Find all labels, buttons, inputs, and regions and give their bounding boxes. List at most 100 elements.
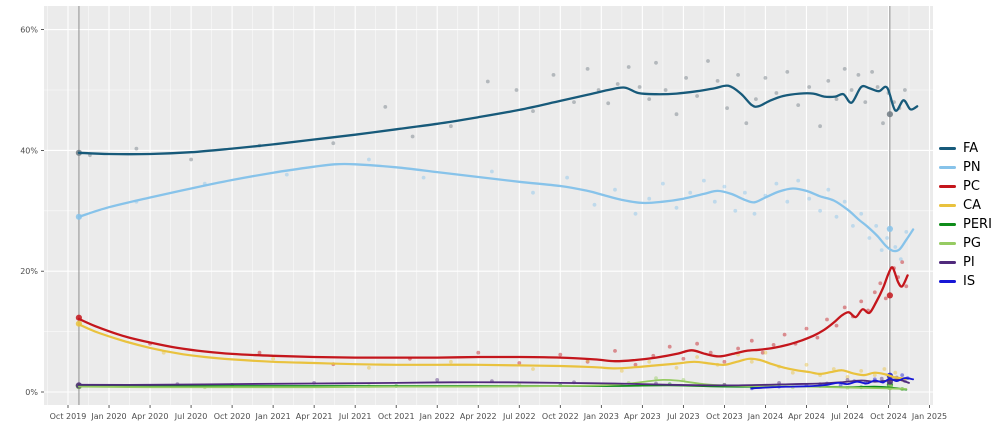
poll-point-PN — [842, 199, 847, 204]
poll-point-FA — [796, 103, 801, 107]
poll-point-FA — [818, 124, 822, 129]
x-tick-label: Apr 2024 — [788, 412, 825, 421]
poll-point-FA — [886, 111, 894, 118]
y-tick-label: 20% — [20, 267, 38, 276]
legend-item-PG: PG — [939, 234, 992, 253]
poll-point-CA — [790, 370, 795, 375]
poll-point-PN — [661, 181, 665, 186]
legend-label: IS — [963, 274, 976, 289]
poll-point-FA — [189, 157, 194, 162]
legend-color-swatch — [939, 242, 956, 245]
poll-point-FA — [849, 88, 854, 92]
x-tick-label: Apr 2020 — [132, 412, 169, 421]
poll-point-FA — [706, 59, 710, 63]
x-tick-label: Oct 2019 — [50, 412, 87, 421]
x-tick-label: Oct 2022 — [542, 412, 579, 421]
poll-point-FA — [715, 79, 720, 83]
legend-item-IS: IS — [939, 272, 992, 291]
legend-item-PI: PI — [939, 253, 992, 272]
poll-point-FA — [903, 88, 907, 92]
poll-point-FA — [647, 97, 652, 101]
poll-point-PN — [633, 211, 638, 216]
x-tick-label: Jan 2022 — [419, 412, 455, 421]
poll-point-PC — [749, 338, 754, 343]
x-tick-label: Jan 2024 — [747, 412, 783, 421]
poll-point-PC — [708, 350, 713, 355]
poll-point-FA — [514, 88, 519, 92]
poll-point-PC — [782, 332, 787, 337]
poll-point-FA — [572, 100, 576, 104]
poll-point-CA — [449, 359, 453, 364]
poll-point-FA — [875, 85, 880, 89]
poll-point-FA — [826, 79, 831, 83]
plot-panel — [44, 6, 933, 405]
poll-point-FA — [725, 106, 729, 110]
poll-point-CA — [763, 350, 768, 355]
poll-point-FA — [863, 100, 868, 104]
poll-point-PN — [531, 190, 535, 195]
poll-point-CA — [674, 365, 679, 370]
poll-point-CA — [619, 369, 624, 373]
legend-item-CA: CA — [939, 196, 992, 215]
poll-point-PN — [490, 169, 494, 174]
legend-item-PN: PN — [939, 158, 992, 177]
poll-point-PC — [667, 344, 672, 349]
poll-point-PC — [558, 352, 563, 357]
poll-point-PC — [842, 305, 847, 310]
poll-point-FA — [842, 67, 847, 71]
legend-label: PI — [963, 255, 975, 270]
poll-point-PN — [421, 175, 426, 180]
legend-color-swatch — [939, 185, 956, 188]
poll-point-PN — [879, 248, 884, 253]
y-tick-label: 0% — [25, 388, 38, 397]
poll-point-PC — [825, 317, 829, 322]
poll-point-PC — [804, 326, 809, 331]
poll-point-FA — [615, 82, 620, 86]
poll-point-FA — [449, 124, 453, 129]
poll-point-PN — [859, 211, 864, 216]
poll-point-PC — [695, 341, 699, 346]
legend-item-PC: PC — [939, 177, 992, 196]
x-tick-label: Jan 2023 — [583, 412, 619, 421]
poll-point-PN — [807, 196, 812, 201]
poll-point-PN — [874, 224, 879, 228]
y-tick-label: 40% — [20, 146, 38, 155]
poll-point-FA — [774, 91, 779, 95]
x-tick-label: Jul 2022 — [502, 412, 536, 421]
poll-point-PN — [722, 184, 727, 189]
poll-point-PN — [565, 175, 569, 180]
poll-point-PN — [367, 157, 371, 162]
poll-point-FA — [785, 70, 790, 74]
x-tick-label: Jan 2025 — [911, 412, 947, 421]
poll-point-CA — [531, 367, 535, 371]
poll-point-PN — [886, 225, 894, 232]
poll-point-PC — [815, 335, 820, 340]
poll-point-CA — [882, 367, 887, 371]
poll-point-CA — [749, 359, 754, 364]
x-tick-label: Oct 2020 — [214, 412, 251, 421]
poll-point-PC — [878, 281, 883, 286]
poll-point-CA — [859, 369, 864, 373]
poll-point-PN — [834, 214, 839, 219]
poll-point-PC — [257, 350, 262, 355]
poll-point-FA — [807, 85, 812, 89]
poll-point-PC — [883, 296, 888, 301]
poll-point-PC — [585, 359, 590, 364]
trend-line-PN — [77, 162, 915, 253]
poll-point-FA — [744, 121, 749, 126]
x-tick-label: Jan 2020 — [90, 412, 126, 421]
poll-point-PN — [898, 257, 903, 261]
legend: FA PN PC CA PERI PG PI IS — [939, 139, 992, 291]
poll-point-PC — [886, 292, 894, 299]
trend-line-PC — [77, 266, 909, 363]
poll-point-CA — [367, 365, 371, 370]
poll-point-FA — [383, 105, 388, 109]
poll-point-FA — [637, 85, 642, 89]
poll-point-PC — [900, 260, 905, 264]
poll-point-FA — [585, 67, 590, 71]
poll-point-IS — [900, 373, 905, 377]
poll-point-PC — [633, 362, 638, 367]
x-tick-label: Jul 2020 — [174, 412, 208, 421]
